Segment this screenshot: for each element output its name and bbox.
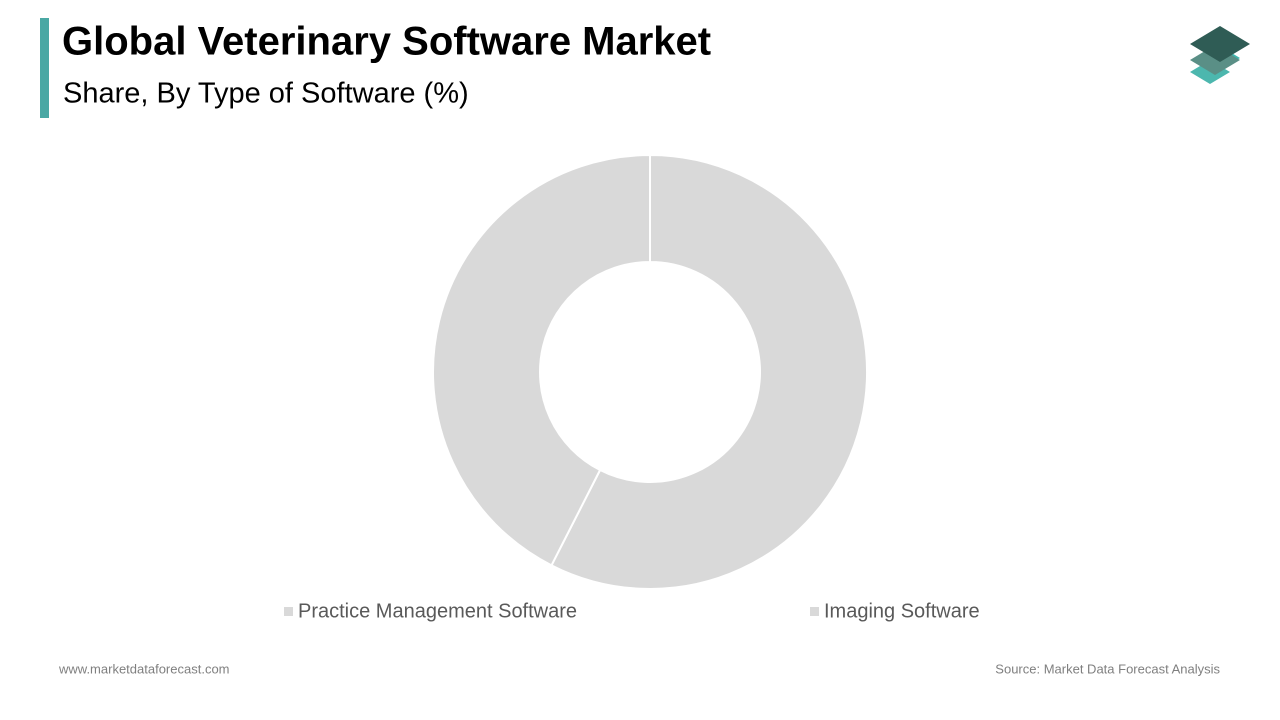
website: www.marketdataforecast.com <box>58 661 230 676</box>
legend-marker <box>284 607 293 616</box>
source: Source: Market Data Forecast Analysis <box>995 661 1220 676</box>
logo <box>1190 26 1250 84</box>
chart-title: Global Veterinary Software Market <box>62 20 711 64</box>
legend-marker <box>810 607 819 616</box>
donut-segment <box>550 153 868 590</box>
legend-label: Imaging Software <box>824 600 980 622</box>
donut-segment <box>432 153 651 567</box>
title-accent <box>40 18 49 118</box>
legend-label: Practice Management Software <box>298 600 577 622</box>
chart-subtitle: Share, By Type of Software (%) <box>63 78 469 110</box>
